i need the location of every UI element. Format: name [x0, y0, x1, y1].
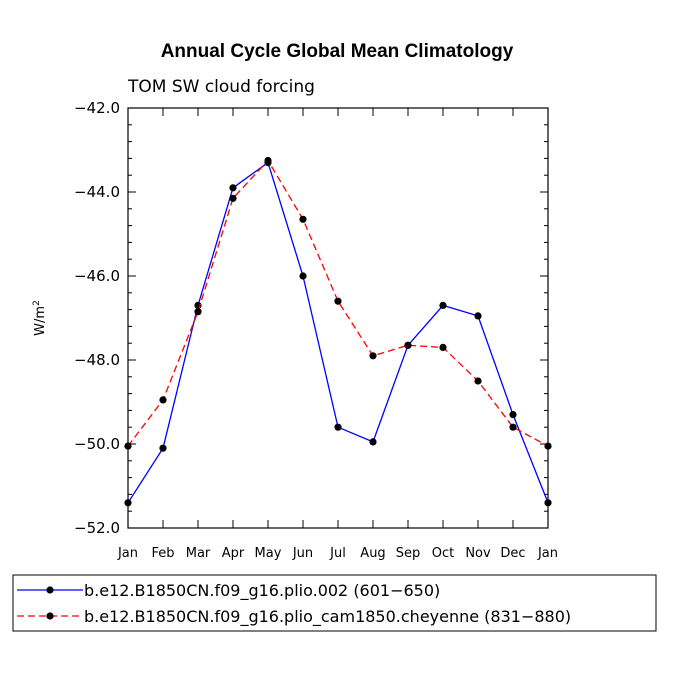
legend-label-1: b.e12.B1850CN.f09_g16.plio.002 (601−650) — [84, 581, 440, 601]
y-tick-label: −52.0 — [74, 519, 120, 537]
x-tick-label: Aug — [360, 546, 385, 561]
y-tick-labels: −42.0 −44.0 −46.0 −48.0 −50.0 −52.0 — [74, 99, 120, 537]
x-tick-label: Apr — [222, 546, 245, 561]
series-2-point — [229, 194, 237, 202]
series-1-point — [474, 312, 482, 320]
series-2-point — [159, 396, 167, 404]
y-tick-label: −42.0 — [74, 99, 120, 117]
x-tick-label: Jan — [537, 546, 558, 561]
series-2-point — [124, 442, 132, 450]
series-2-point — [404, 341, 412, 349]
x-tick-label: Jun — [292, 546, 313, 561]
legend-box — [12, 574, 657, 632]
series-2-point — [509, 423, 517, 431]
series-1-point — [369, 438, 377, 446]
series-1-point — [159, 444, 167, 452]
legend-item-2: b.e12.B1850CN.f09_g16.plio_cam1850.cheye… — [17, 607, 571, 627]
y-tick-label: −48.0 — [74, 351, 120, 369]
series-1-point — [299, 272, 307, 280]
x-tick-label: Jul — [329, 546, 346, 561]
series-1-point — [124, 499, 132, 507]
y-tick-label: −50.0 — [74, 435, 120, 453]
series-2-point — [299, 215, 307, 223]
chart-subtitle: TOM SW cloud forcing — [127, 77, 315, 97]
series-2-point — [369, 352, 377, 360]
x-tick-label: Feb — [151, 546, 174, 561]
y-tick-label: −44.0 — [74, 183, 120, 201]
series-2-point — [474, 377, 482, 385]
x-tick-labels: Jan Feb Mar Apr May Jun Jul Aug Sep Oct Nov Dec Jan — [117, 546, 558, 561]
x-tick-label: Jan — [117, 546, 138, 561]
x-tick-label: Oct — [432, 546, 454, 561]
legend-label-2: b.e12.B1850CN.f09_g16.plio_cam1850.cheye… — [84, 607, 571, 627]
y-axis-label-base: W/m — [33, 306, 48, 336]
series-line-1 — [127, 161, 549, 504]
series-2 — [124, 156, 552, 450]
series-1-point — [439, 301, 447, 309]
x-tick-label: Dec — [500, 546, 525, 561]
y-axis-label-superscript: 2 — [32, 300, 42, 306]
legend-marker-2 — [46, 612, 54, 620]
series-layer — [124, 156, 552, 507]
series-2-point — [194, 308, 202, 316]
series-1-point — [544, 499, 552, 507]
x-tick-label: Mar — [186, 546, 211, 561]
series-1-point — [334, 423, 342, 431]
series-1-point — [229, 184, 237, 192]
x-tick-label: May — [255, 546, 282, 561]
series-2-point — [334, 297, 342, 305]
plot-axes — [127, 107, 549, 529]
legend: b.e12.B1850CN.f09_g16.plio.002 (601−650)… — [12, 574, 657, 632]
series-2-point — [264, 156, 272, 165]
legend-items: b.e12.B1850CN.f09_g16.plio.002 (601−650)… — [17, 581, 571, 627]
x-tick-label: Sep — [396, 546, 421, 561]
legend-item-1: b.e12.B1850CN.f09_g16.plio.002 (601−650) — [17, 581, 440, 601]
plot-frame — [127, 107, 549, 529]
legend-marker-1 — [46, 586, 54, 594]
y-tick-label: −46.0 — [74, 267, 120, 285]
x-tick-label: Nov — [465, 546, 491, 561]
y-axis-label: W/m2 — [32, 300, 48, 336]
series-2-point — [439, 343, 447, 351]
series-1-point — [509, 411, 517, 419]
series-1 — [124, 159, 552, 507]
series-2-point — [544, 442, 552, 450]
chart-title: Annual Cycle Global Mean Climatology — [161, 41, 514, 62]
